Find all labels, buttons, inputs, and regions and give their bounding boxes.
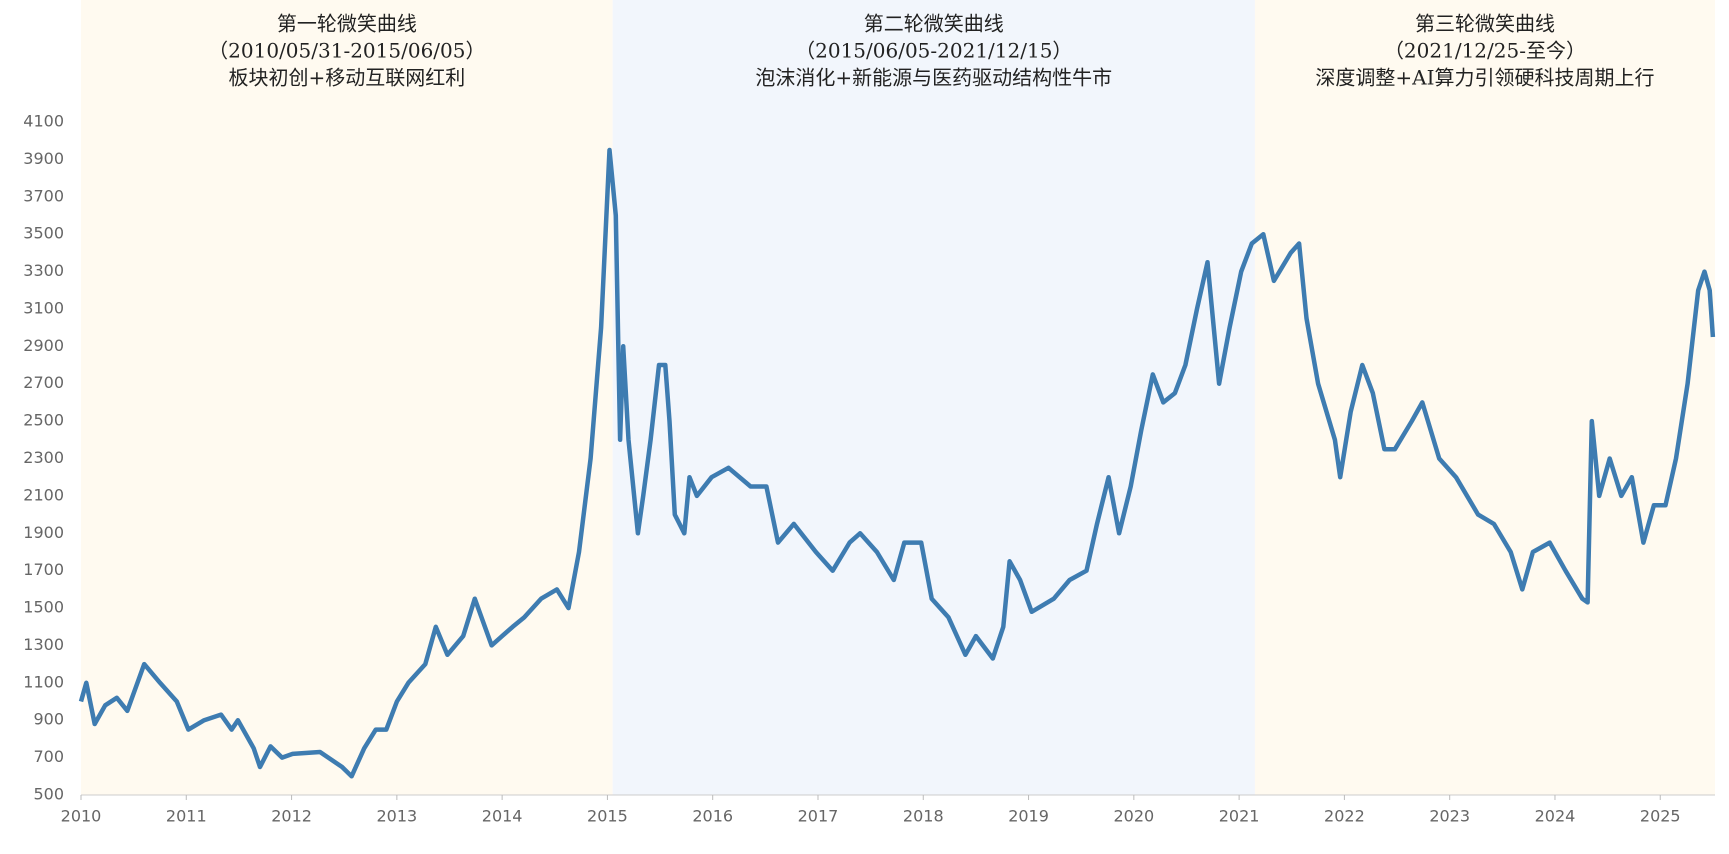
x-tick-label: 2012 — [271, 807, 312, 826]
y-tick-label: 2100 — [23, 485, 64, 504]
y-tick-label: 2900 — [23, 336, 64, 355]
y-tick-label: 3300 — [23, 261, 64, 280]
x-tick-label: 2016 — [692, 807, 733, 826]
y-tick-label: 1900 — [23, 523, 64, 542]
x-tick-label: 2023 — [1429, 807, 1470, 826]
y-tick-label: 4100 — [23, 112, 64, 131]
y-tick-label: 2300 — [23, 448, 64, 467]
x-tick-label: 2018 — [903, 807, 944, 826]
y-tick-label: 500 — [33, 785, 64, 804]
line-series — [78, 147, 1716, 779]
y-tick-label: 3700 — [23, 186, 64, 205]
x-tick-label: 2020 — [1113, 807, 1154, 826]
region-period: （2021/12/25-至今） — [1384, 39, 1586, 63]
y-tick-label: 3900 — [23, 149, 64, 168]
region — [612, 0, 1255, 795]
region-period: （2010/05/31-2015/06/05） — [208, 39, 485, 63]
region-title: 第三轮微笑曲线 — [1415, 12, 1555, 36]
region-description: 泡沫消化+新能源与医药驱动结构性牛市 — [755, 66, 1112, 90]
y-tick-label: 700 — [33, 747, 64, 766]
y-tick-label: 1100 — [23, 672, 64, 691]
x-tick-label: 2015 — [587, 807, 628, 826]
x-tick-label: 2013 — [376, 807, 417, 826]
x-tick-label: 2019 — [1008, 807, 1049, 826]
x-tick-label: 2025 — [1640, 807, 1681, 826]
x-tick-label: 2024 — [1535, 807, 1576, 826]
y-tick-label: 1500 — [23, 598, 64, 617]
x-tick-label: 2021 — [1219, 807, 1260, 826]
x-tick-label: 2011 — [166, 807, 207, 826]
region — [1254, 0, 1715, 795]
x-tick-label: 2022 — [1324, 807, 1365, 826]
x-tick-label: 2014 — [482, 807, 523, 826]
x-tick-label: 2010 — [61, 807, 102, 826]
y-tick-label: 2500 — [23, 411, 64, 430]
region — [81, 0, 613, 795]
y-tick-label: 2700 — [23, 373, 64, 392]
y-tick-label: 3100 — [23, 298, 64, 317]
x-tick-label: 2017 — [798, 807, 839, 826]
y-tick-label: 3500 — [23, 224, 64, 243]
y-tick-label: 1300 — [23, 635, 64, 654]
region-description: 深度调整+AI算力引领硬科技周期上行 — [1315, 66, 1654, 90]
y-tick-label: 1700 — [23, 560, 64, 579]
region-description: 板块初创+移动互联网红利 — [228, 66, 465, 90]
y-tick-label: 900 — [33, 710, 64, 729]
region-title: 第一轮微笑曲线 — [277, 12, 417, 36]
region-title: 第二轮微笑曲线 — [864, 12, 1004, 36]
region-period: （2015/06/05-2021/12/15） — [795, 39, 1072, 63]
